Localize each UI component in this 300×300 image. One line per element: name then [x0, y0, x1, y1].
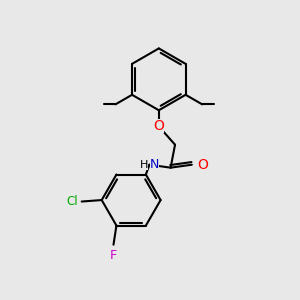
Text: O: O: [153, 119, 164, 134]
Text: N: N: [150, 158, 159, 171]
Text: O: O: [197, 158, 208, 172]
Text: H: H: [140, 160, 148, 170]
Text: Cl: Cl: [67, 195, 78, 208]
Text: F: F: [110, 249, 117, 262]
